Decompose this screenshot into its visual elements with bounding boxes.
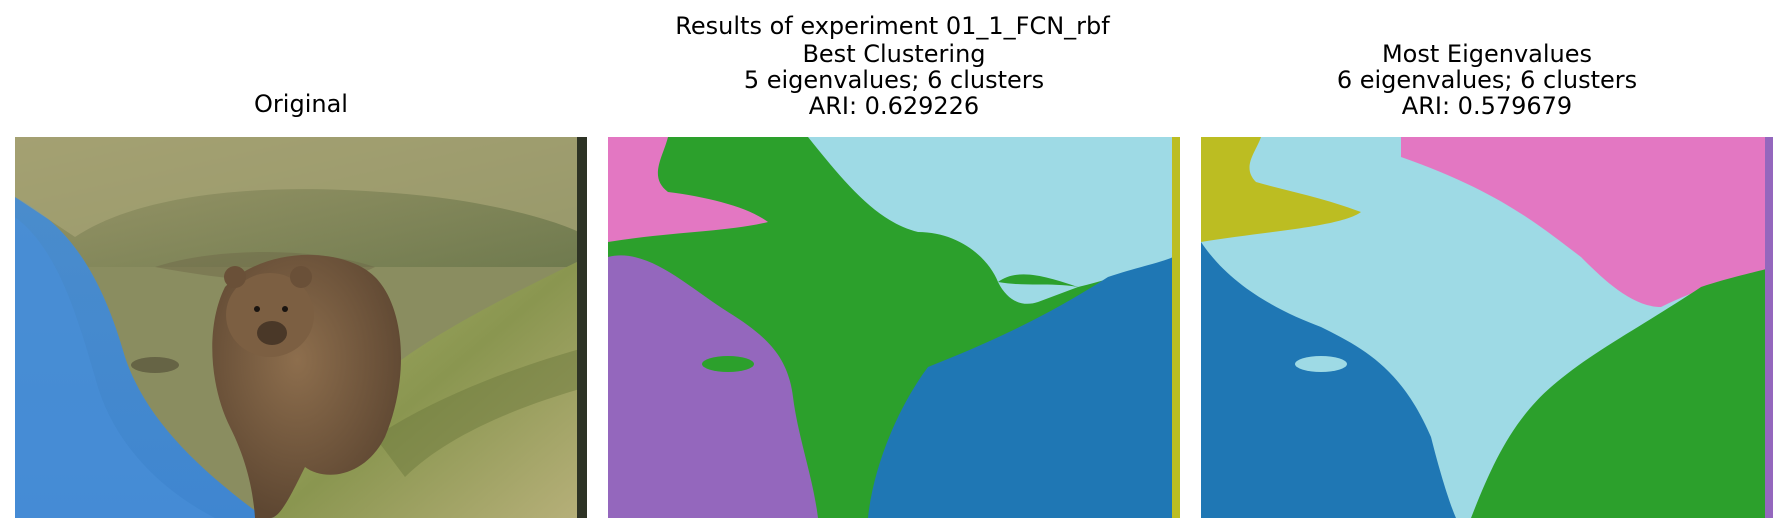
panel-title-best-line-2: 5 eigenvalues; 6 clusters (743, 66, 1045, 94)
panel-title-best-line-3: ARI: 0.629226 (808, 92, 980, 120)
panel-title-best-line-1: Best Clustering (802, 40, 986, 68)
best-clustering-map (608, 137, 1180, 518)
cluster-pink-region (608, 137, 768, 242)
cluster-cyan-region (808, 137, 1180, 287)
cluster-blue-region (1201, 242, 1456, 518)
most-eigenvalues-map (1201, 137, 1773, 518)
cluster-pink-region (1401, 137, 1773, 307)
cluster-blue-region (868, 257, 1173, 518)
cluster-green-region (1471, 269, 1766, 518)
cluster-olive-region (1172, 137, 1180, 518)
panel-title-most-line-3: ARI: 0.579679 (1401, 92, 1573, 120)
cluster-purple-region (608, 255, 818, 518)
panel-title-most-line-1: Most Eigenvalues (1381, 40, 1593, 68)
figure-suptitle: Results of experiment 01_1_FCN_rbf (675, 12, 1110, 40)
panel-title-most-line-2: 6 eigenvalues; 6 clusters (1336, 66, 1638, 94)
panel-title-original: Original (254, 90, 348, 118)
cluster-purple-region (1765, 137, 1773, 518)
original-image (15, 137, 587, 518)
cluster-olive-region (1201, 137, 1361, 242)
